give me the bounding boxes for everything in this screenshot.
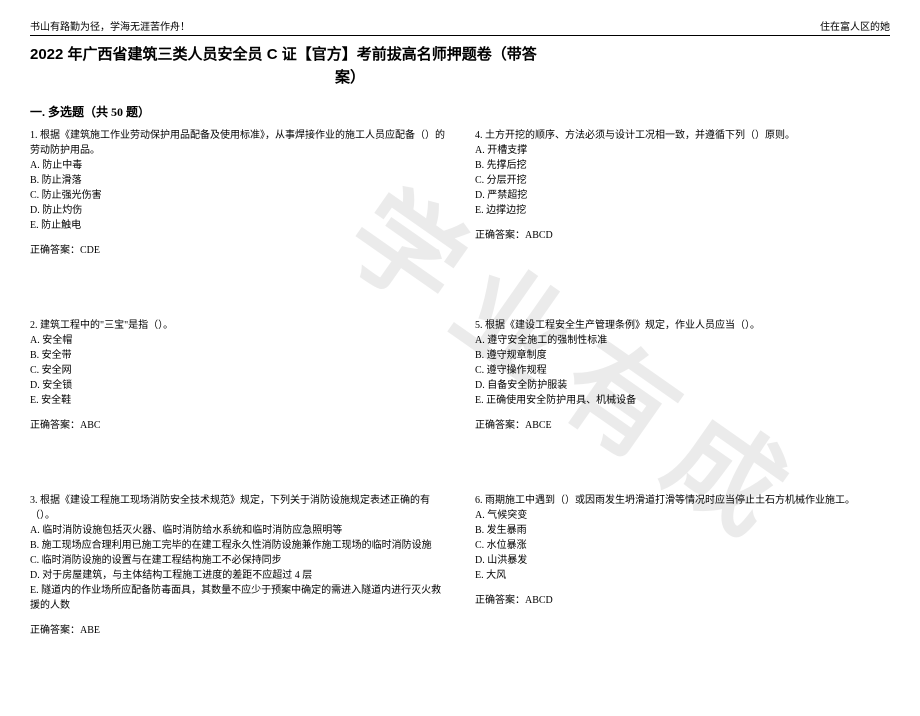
answer: 正确答案：ABE [30,623,445,638]
title-line-1: 2022 年广西省建筑三类人员安全员 C 证【官方】考前拔高名师押题卷（带答 [30,44,890,67]
header-left: 书山有路勤为径，学海无涯苦作舟！ [30,18,190,33]
section-heading: 一. 多选题（共 50 题） [30,103,890,120]
option-c: C. 防止强光伤害 [30,188,445,203]
option-c: C. 遵守操作规程 [475,363,890,378]
option-d: D. 防止灼伤 [30,203,445,218]
answer: 正确答案：ABC [30,418,445,433]
questions-grid: 1. 根据《建筑施工作业劳动保护用品配备及使用标准》，从事焊接作业的施工人员应配… [30,128,890,698]
title-line-2: 案） [0,67,890,90]
question-stem: 2. 建筑工程中的"三宝"是指（）。 [30,318,445,333]
option-e: E. 边撑边挖 [475,203,890,218]
option-e: E. 正确使用安全防护用具、机械设备 [475,393,890,408]
question-3: 3. 根据《建设工程施工现场消防安全技术规范》规定，下列关于消防设施规定表述正确… [30,493,445,638]
option-a: A. 防止中毒 [30,158,445,173]
option-b: B. 施工现场应合理利用已施工完毕的在建工程永久性消防设施兼作施工现场的临时消防… [30,538,445,553]
question-stem: 5. 根据《建设工程安全生产管理条例》规定，作业人员应当（）。 [475,318,890,333]
answer: 正确答案：ABCE [475,418,890,433]
option-b: B. 先撑后挖 [475,158,890,173]
option-e: E. 防止触电 [30,218,445,233]
page-content: 书山有路勤为径，学海无涯苦作舟！ 住在富人区的她 2022 年广西省建筑三类人员… [0,0,920,716]
question-6: 6. 雨期施工中遇到（）或因雨发生坍滑道打滑等情况时应当停止土石方机械作业施工。… [475,493,890,638]
option-b: B. 发生暴雨 [475,523,890,538]
option-b: B. 遵守规章制度 [475,348,890,363]
question-stem: 3. 根据《建设工程施工现场消防安全技术规范》规定，下列关于消防设施规定表述正确… [30,493,445,523]
option-d: D. 山洪暴发 [475,553,890,568]
option-a: A. 临时消防设施包括灭火器、临时消防给水系统和临时消防应急照明等 [30,523,445,538]
option-c: C. 临时消防设施的设置与在建工程结构施工不必保持同步 [30,553,445,568]
answer: 正确答案：CDE [30,243,445,258]
option-d: D. 严禁超挖 [475,188,890,203]
option-a: A. 气候突变 [475,508,890,523]
question-4: 4. 土方开挖的顺序、方法必须与设计工况相一致，并遵循下列（）原则。 A. 开槽… [475,128,890,258]
option-e: E. 安全鞋 [30,393,445,408]
answer: 正确答案：ABCD [475,593,890,608]
option-e: E. 大风 [475,568,890,583]
question-1: 1. 根据《建筑施工作业劳动保护用品配备及使用标准》，从事焊接作业的施工人员应配… [30,128,445,258]
option-d: D. 自备安全防护服装 [475,378,890,393]
question-stem: 6. 雨期施工中遇到（）或因雨发生坍滑道打滑等情况时应当停止土石方机械作业施工。 [475,493,890,508]
option-a: A. 安全帽 [30,333,445,348]
option-b: B. 安全带 [30,348,445,363]
option-c: C. 水位暴涨 [475,538,890,553]
option-d: D. 对于房屋建筑，与主体结构工程施工进度的差距不应超过 4 层 [30,568,445,583]
question-stem: 4. 土方开挖的顺序、方法必须与设计工况相一致，并遵循下列（）原则。 [475,128,890,143]
option-a: A. 遵守安全施工的强制性标准 [475,333,890,348]
question-2: 2. 建筑工程中的"三宝"是指（）。 A. 安全帽 B. 安全带 C. 安全网 … [30,318,445,433]
page-header: 书山有路勤为径，学海无涯苦作舟！ 住在富人区的她 [30,18,890,36]
document-title: 2022 年广西省建筑三类人员安全员 C 证【官方】考前拔高名师押题卷（带答 案… [30,44,890,89]
answer: 正确答案：ABCD [475,228,890,243]
option-b: B. 防止滑落 [30,173,445,188]
option-c: C. 安全网 [30,363,445,378]
header-right: 住在富人区的她 [820,18,890,33]
option-d: D. 安全锁 [30,378,445,393]
option-c: C. 分层开挖 [475,173,890,188]
question-stem: 1. 根据《建筑施工作业劳动保护用品配备及使用标准》，从事焊接作业的施工人员应配… [30,128,445,158]
option-a: A. 开槽支撑 [475,143,890,158]
question-5: 5. 根据《建设工程安全生产管理条例》规定，作业人员应当（）。 A. 遵守安全施… [475,318,890,433]
option-e: E. 隧道内的作业场所应配备防毒面具，其数量不应少于预案中确定的需进入隧道内进行… [30,583,445,613]
